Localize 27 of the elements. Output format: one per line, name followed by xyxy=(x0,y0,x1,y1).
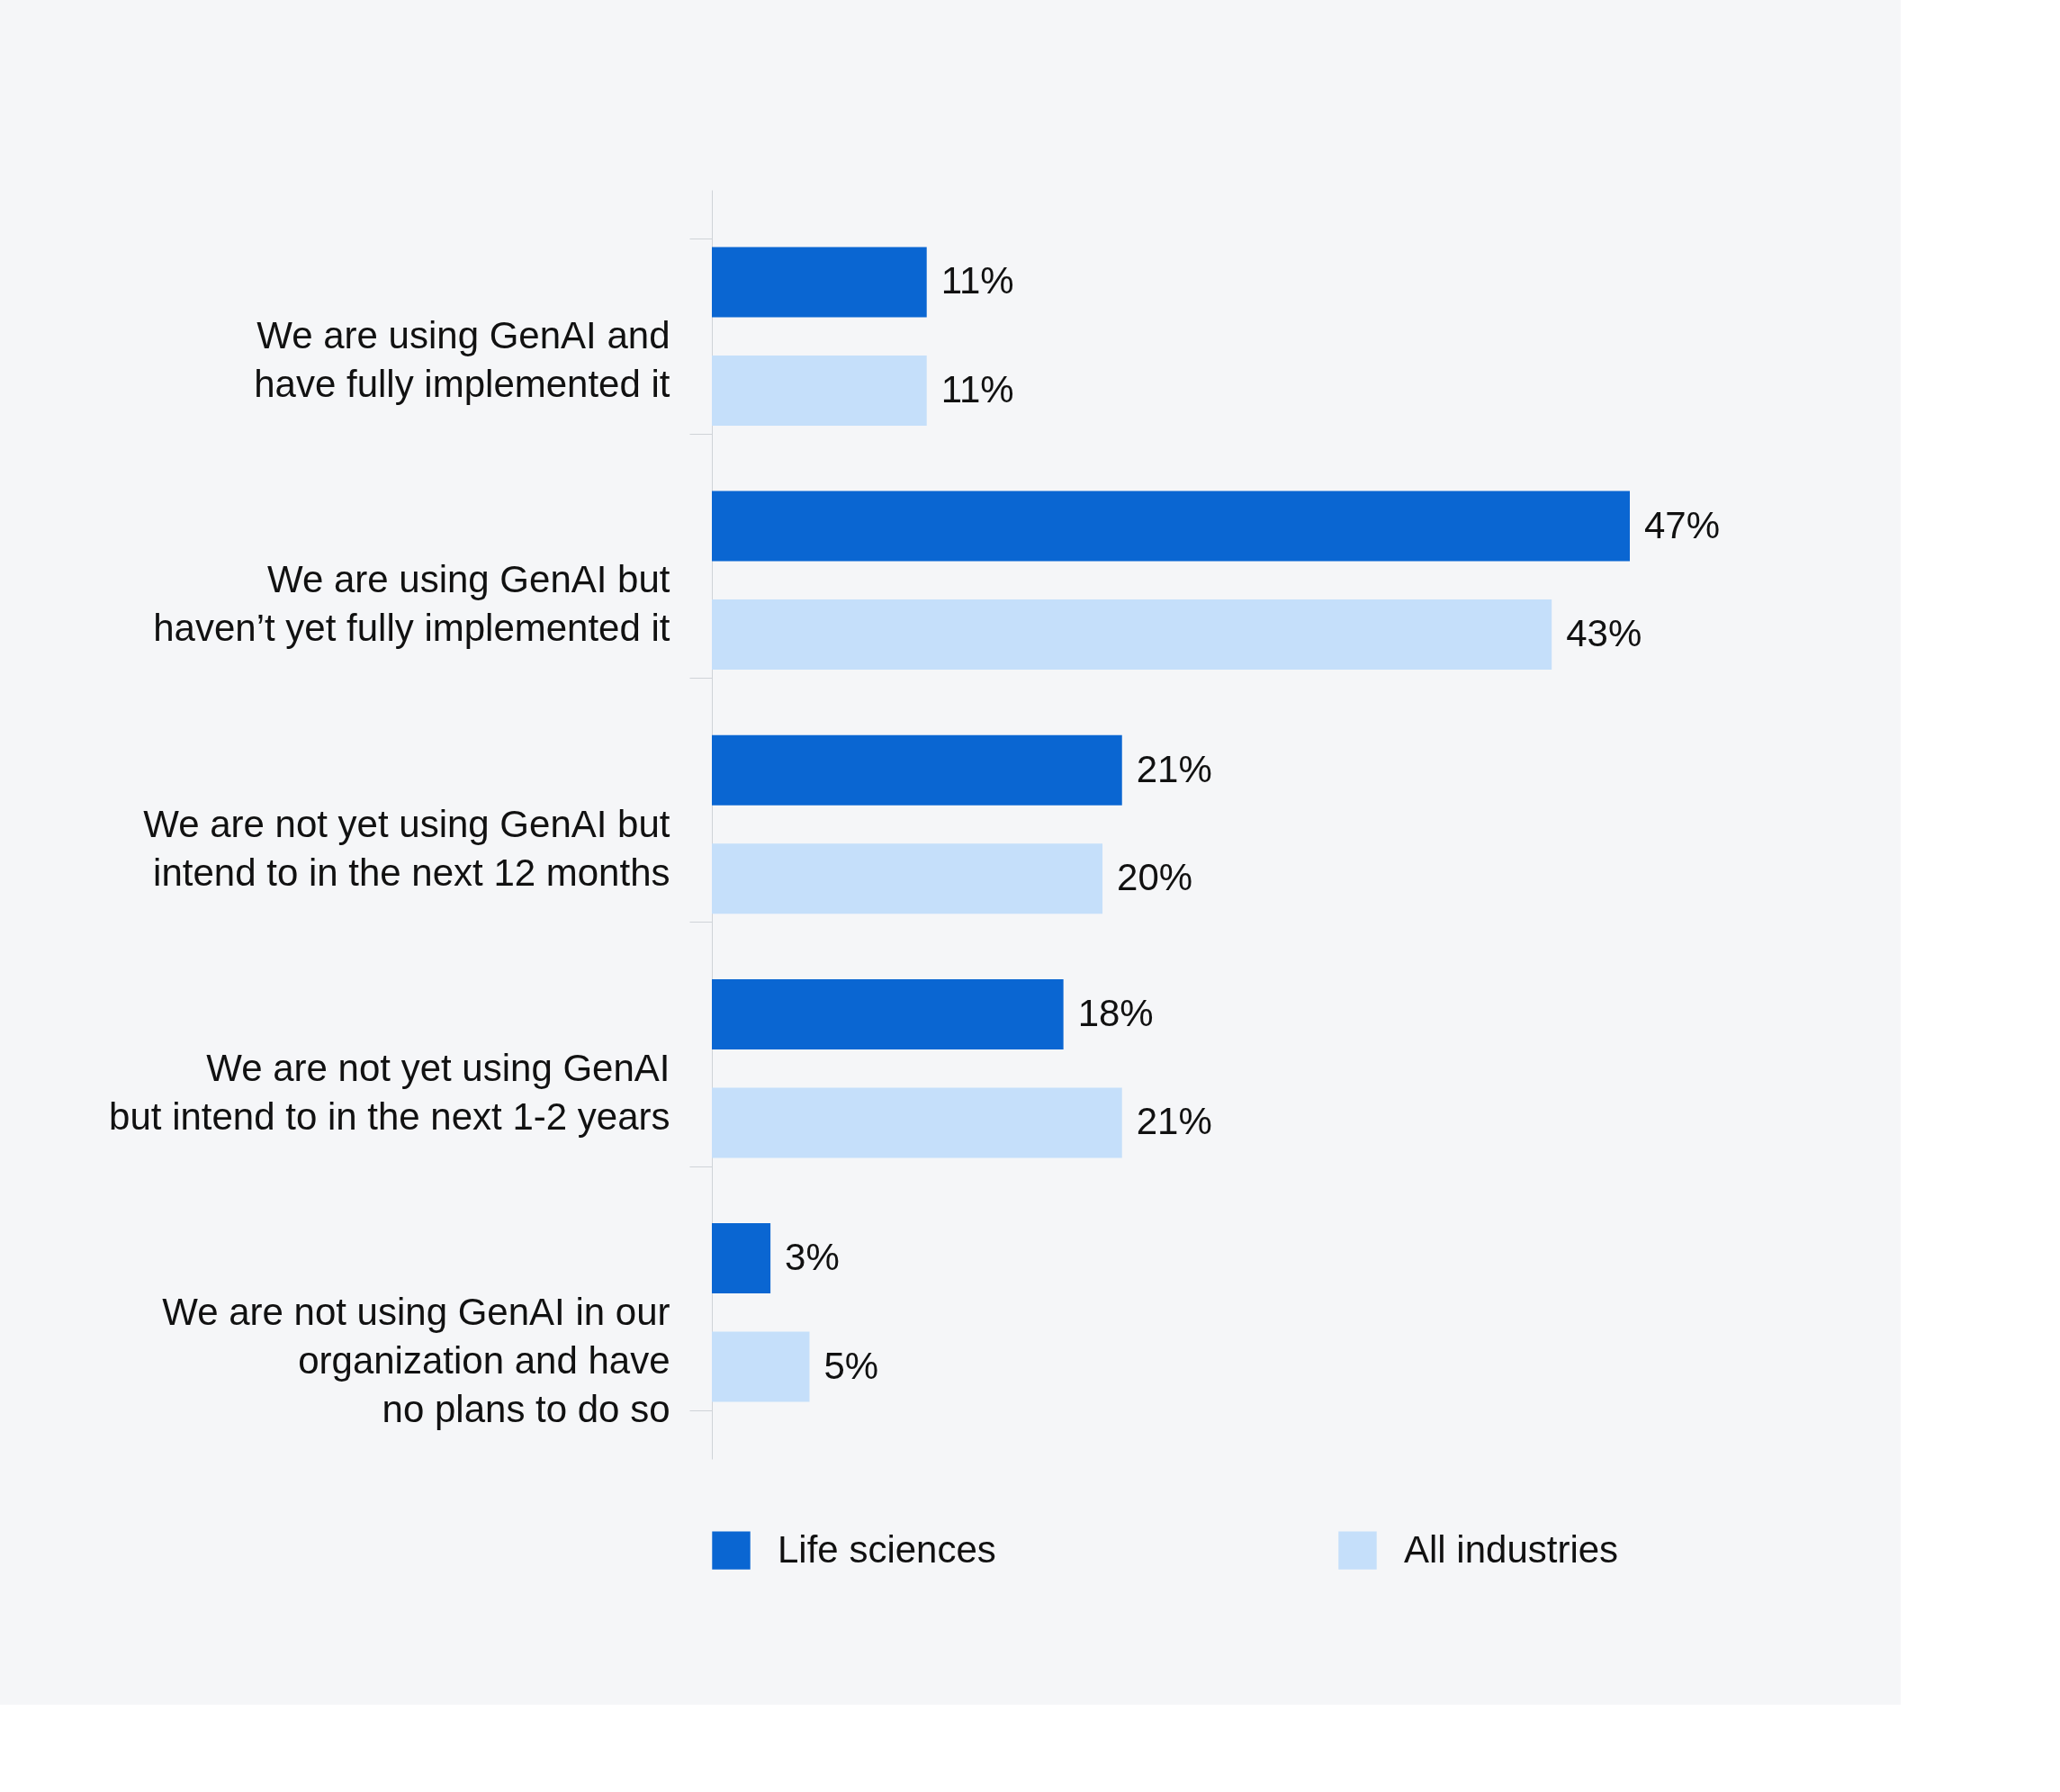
bar xyxy=(712,843,1103,914)
bar xyxy=(712,355,927,426)
bar xyxy=(712,599,1552,671)
data-label: 18% xyxy=(1077,991,1154,1034)
bar xyxy=(712,978,1064,1049)
bar xyxy=(712,491,1630,562)
legend-label: All industries xyxy=(1404,1527,1619,1571)
bar xyxy=(712,1087,1122,1158)
bar xyxy=(712,734,1122,806)
bar xyxy=(712,247,927,318)
y-tick-label: We are not yet using GenAI but intend to in the next 1-2 years xyxy=(109,1046,670,1138)
y-tick-label: We are not using GenAI in our organization and have no plans to do so xyxy=(162,1290,670,1430)
data-label: 20% xyxy=(1117,856,1193,899)
bar xyxy=(712,1223,771,1294)
data-label: 47% xyxy=(1644,503,1721,546)
data-label: 11% xyxy=(940,259,1014,302)
legend-label: Life sciences xyxy=(778,1527,996,1571)
data-label: 11% xyxy=(940,367,1014,410)
bar xyxy=(712,1331,810,1402)
data-label: 5% xyxy=(823,1344,879,1387)
y-tick-label: We are using GenAI and have fully implemented it xyxy=(254,314,670,406)
y-tick-label: We are using GenAI but haven’t yet fully implemented it xyxy=(153,558,670,650)
y-tick-label: We are not yet using GenAI but intend to in the next 12 months xyxy=(143,802,670,894)
data-label: 3% xyxy=(785,1236,840,1279)
data-label: 21% xyxy=(1136,1100,1212,1143)
data-label: 43% xyxy=(1566,612,1642,655)
data-label: 21% xyxy=(1136,747,1212,790)
